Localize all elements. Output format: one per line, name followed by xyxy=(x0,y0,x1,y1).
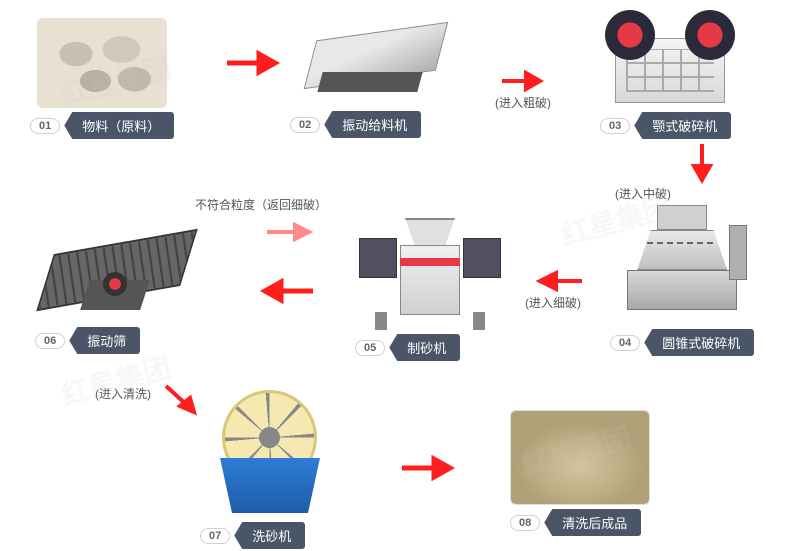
stage-label: 颚式破碎机 xyxy=(634,112,731,139)
cone-crusher-image xyxy=(610,205,754,325)
stage-jaw-crusher: 03 颚式破碎机 xyxy=(600,8,740,139)
stage-label: 物料（原料） xyxy=(64,112,174,139)
jaw-crusher-image xyxy=(600,8,740,108)
stage-label: 清洗后成品 xyxy=(544,509,641,536)
stage-raw-material: 01 物料（原料） xyxy=(30,18,174,139)
raw-material-image xyxy=(30,18,174,108)
arrow-icon xyxy=(500,70,550,92)
stage-number: 07 xyxy=(200,528,230,544)
stage-label: 圆锥式破碎机 xyxy=(644,329,754,356)
stage-label: 制砂机 xyxy=(389,334,460,361)
stage-number: 05 xyxy=(355,340,385,356)
stage-cone-crusher: 04 圆锥式破碎机 xyxy=(610,205,754,356)
washer-image xyxy=(200,388,340,518)
stage-feeder: 02 振动给料机 xyxy=(290,22,450,138)
annotation-coarse: (进入粗破) xyxy=(495,94,551,111)
arrow-icon xyxy=(225,50,285,76)
annotation-medium: (进入中破) xyxy=(615,185,671,202)
stage-label: 振动筛 xyxy=(69,327,140,354)
feeder-image xyxy=(290,22,450,107)
stage-label: 振动给料机 xyxy=(324,111,421,138)
arrow-icon xyxy=(530,270,584,292)
arrow-icon xyxy=(255,278,315,304)
stage-screen: 06 振动筛 xyxy=(35,228,195,354)
watermark: 红星集团 xyxy=(57,346,176,414)
annotation-wash: (进入清洗) xyxy=(95,385,151,402)
annotation-return: 不符合粒度（返回细破） xyxy=(195,196,327,213)
stage-number: 02 xyxy=(290,117,320,133)
screen-image xyxy=(35,228,195,323)
arrow-icon xyxy=(400,455,460,481)
stage-number: 01 xyxy=(30,118,60,134)
arrow-icon xyxy=(690,142,714,188)
annotation-fine: (进入细破) xyxy=(525,294,581,311)
sand-maker-image xyxy=(355,210,505,330)
stage-number: 08 xyxy=(510,515,540,531)
stage-number: 03 xyxy=(600,118,630,134)
arrow-return-icon xyxy=(265,222,319,242)
stage-number: 06 xyxy=(35,333,65,349)
stage-product: 08 清洗后成品 xyxy=(510,410,650,536)
stage-number: 04 xyxy=(610,335,640,351)
stage-label: 洗砂机 xyxy=(234,522,305,549)
stage-sand-maker: 05 制砂机 xyxy=(355,210,505,361)
stage-washer: 07 洗砂机 xyxy=(200,388,340,549)
product-image xyxy=(510,410,650,505)
arrow-icon xyxy=(162,382,202,423)
